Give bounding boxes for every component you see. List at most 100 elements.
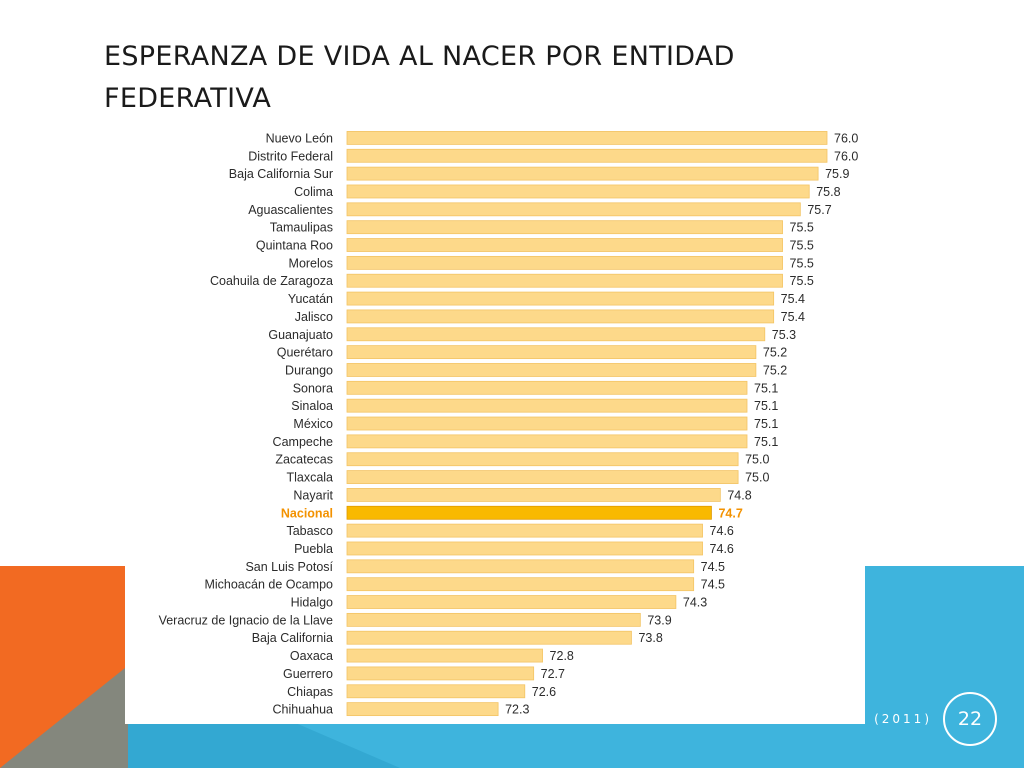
category-label: Baja California	[252, 631, 333, 645]
category-label: Tlaxcala	[286, 471, 333, 485]
value-label: 72.7	[541, 667, 565, 681]
bar	[346, 523, 703, 538]
value-label: 75.2	[763, 346, 787, 360]
value-label: 75.9	[825, 167, 849, 181]
category-label: Hidalgo	[291, 596, 333, 610]
category-label: Nayarit	[293, 488, 333, 502]
value-label: 75.3	[772, 328, 796, 342]
bar-chart: Nuevo León 76.0 Distrito Federal 76.0 Baja C…	[159, 131, 858, 717]
category-label: Sonora	[293, 381, 333, 395]
value-label: 75.0	[745, 471, 769, 485]
value-label: 75.2	[763, 363, 787, 377]
value-label: 74.6	[710, 524, 734, 538]
category-label: Puebla	[294, 542, 333, 556]
category-label: Nacional	[281, 506, 333, 520]
value-label: 72.8	[550, 649, 574, 663]
category-label: Tabasco	[286, 524, 333, 538]
value-label: 74.3	[683, 596, 707, 610]
category-label: Chiapas	[287, 685, 333, 699]
value-label: 74.8	[727, 488, 751, 502]
bar	[346, 577, 695, 592]
bar	[346, 612, 641, 627]
category-label: Michoacán de Ocampo	[204, 578, 333, 592]
value-label: 72.6	[532, 685, 556, 699]
value-label: 76.0	[834, 149, 858, 163]
slide-title: ESPERANZA DE VIDA AL NACER POR ENTIDAD F…	[104, 41, 735, 114]
bar	[346, 255, 783, 270]
bar	[346, 273, 783, 288]
category-label: Veracruz de Ignacio de la Llave	[159, 613, 333, 627]
value-label: 75.1	[754, 399, 778, 413]
bar	[346, 327, 766, 342]
category-label: Guanajuato	[268, 328, 333, 342]
bar	[346, 398, 748, 413]
category-label: Nuevo León	[266, 131, 333, 145]
category-label: Sinaloa	[291, 399, 333, 413]
value-label: 74.5	[701, 560, 725, 574]
bar	[346, 666, 535, 681]
value-label: 73.9	[647, 613, 671, 627]
bar	[346, 595, 677, 609]
bar	[346, 559, 695, 574]
bar	[346, 452, 739, 467]
value-label: 75.0	[745, 453, 769, 467]
chart-panel: Nuevo León 76.0 Distrito Federal 76.0 Baja C…	[125, 122, 865, 724]
bar	[346, 702, 499, 717]
category-label: Guerrero	[283, 667, 333, 681]
category-label: San Luis Potosí	[245, 560, 333, 574]
value-label: 75.1	[754, 435, 778, 449]
bar	[346, 309, 775, 324]
category-label: Zacatecas	[275, 453, 333, 467]
bar	[346, 541, 703, 556]
bar	[346, 648, 543, 663]
bar	[346, 488, 721, 502]
bar	[346, 166, 819, 181]
category-label: Distrito Federal	[248, 149, 333, 163]
category-label: Durango	[285, 363, 333, 377]
value-label: 75.5	[790, 256, 814, 270]
bar	[346, 470, 739, 484]
bar	[346, 148, 828, 163]
value-label: 75.4	[781, 310, 805, 324]
bar	[346, 131, 828, 145]
category-label: Baja California Sur	[229, 167, 333, 181]
footer-year: (2011)	[874, 712, 932, 726]
bar	[346, 345, 757, 360]
bar	[346, 220, 783, 235]
category-label: México	[293, 417, 333, 431]
category-label: Chihuahua	[273, 703, 334, 717]
bar	[346, 630, 632, 645]
value-label: 75.5	[790, 239, 814, 253]
value-label: 75.4	[781, 292, 805, 306]
value-label: 74.6	[710, 542, 734, 556]
bar	[346, 380, 748, 395]
bar	[346, 434, 748, 449]
category-label: Morelos	[289, 256, 333, 270]
value-label: 74.7	[718, 506, 742, 520]
page-number-badge: 22	[943, 692, 997, 746]
bar	[346, 416, 748, 431]
value-label: 75.5	[790, 221, 814, 235]
value-label: 75.7	[807, 203, 831, 217]
category-label: Aguascalientes	[248, 203, 333, 217]
value-label: 75.1	[754, 417, 778, 431]
category-label: Tamaulipas	[270, 221, 333, 235]
category-label: Yucatán	[288, 292, 333, 306]
category-label: Oaxaca	[290, 649, 333, 663]
bar	[346, 202, 801, 217]
category-label: Quintana Roo	[256, 239, 333, 253]
category-label: Colima	[294, 185, 333, 199]
bar	[346, 684, 526, 699]
value-label: 74.5	[701, 578, 725, 592]
bar	[346, 291, 775, 306]
value-label: 73.8	[638, 631, 662, 645]
value-label: 75.5	[790, 274, 814, 288]
category-label: Coahuila de Zaragoza	[210, 274, 333, 288]
bar	[346, 184, 810, 199]
category-label: Querétaro	[277, 346, 333, 360]
category-label: Campeche	[273, 435, 333, 449]
value-label: 75.8	[816, 185, 840, 199]
value-label: 75.1	[754, 381, 778, 395]
value-label: 72.3	[505, 703, 529, 717]
bar	[346, 363, 757, 377]
